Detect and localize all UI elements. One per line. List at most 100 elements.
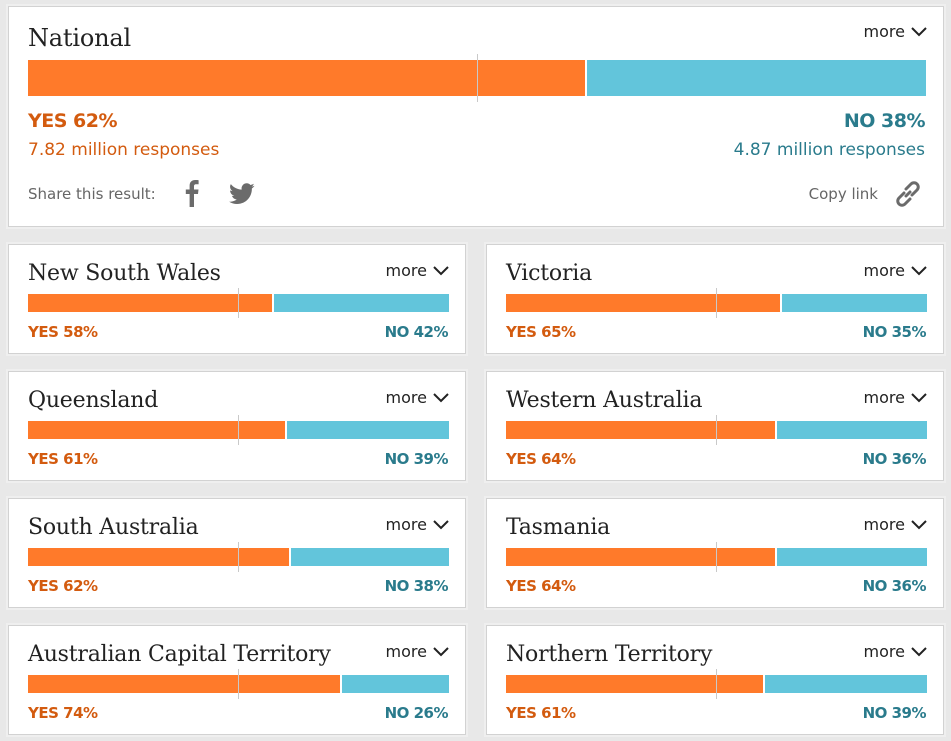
state-card: Queensland more YES 61% NO 39% xyxy=(8,371,466,481)
facebook-icon[interactable] xyxy=(185,179,199,207)
national-yes-responses: 7.82 million responses xyxy=(28,140,220,160)
state-no-segment xyxy=(289,548,449,566)
state-more-button[interactable]: more xyxy=(386,515,449,534)
state-no-segment xyxy=(775,548,927,566)
state-card: Australian Capital Territory more YES 74… xyxy=(8,625,466,735)
state-title: Western Australia xyxy=(506,388,703,413)
state-yes-label: YES 58% xyxy=(28,323,98,341)
state-more-button[interactable]: more xyxy=(386,642,449,661)
more-label: more xyxy=(863,642,905,661)
state-more-button[interactable]: more xyxy=(864,515,927,534)
majority-marker xyxy=(238,542,239,572)
more-label: more xyxy=(863,261,905,280)
state-no-label: NO 38% xyxy=(384,577,449,595)
state-title: Queensland xyxy=(28,388,159,413)
majority-marker xyxy=(716,415,717,445)
state-title: Tasmania xyxy=(506,515,611,540)
state-title: Australian Capital Territory xyxy=(28,642,331,667)
chevron-down-icon xyxy=(433,392,449,402)
national-yes-segment xyxy=(28,60,585,96)
state-title: Northern Territory xyxy=(506,642,713,667)
more-label: more xyxy=(863,22,905,41)
state-no-label: NO 35% xyxy=(862,323,927,341)
share-label: Share this result: xyxy=(28,185,156,203)
national-yes-label: YES 62% xyxy=(28,110,118,132)
state-yes-segment xyxy=(506,421,776,439)
state-title: Victoria xyxy=(506,261,593,286)
state-more-button[interactable]: more xyxy=(864,388,927,407)
state-card: New South Wales more YES 58% NO 42% xyxy=(8,244,466,354)
more-label: more xyxy=(385,515,427,534)
state-yes-segment xyxy=(28,675,340,693)
state-card: Tasmania more YES 64% NO 36% xyxy=(486,498,944,608)
national-card: National more YES 62% NO 38% 7.82 millio… xyxy=(8,6,944,227)
majority-marker xyxy=(716,669,717,699)
state-yes-label: YES 61% xyxy=(506,704,576,722)
state-yes-segment xyxy=(28,294,273,312)
state-yes-segment xyxy=(28,548,290,566)
chevron-down-icon xyxy=(433,519,449,529)
state-more-button[interactable]: more xyxy=(864,642,927,661)
state-title: New South Wales xyxy=(28,261,221,286)
state-no-segment xyxy=(779,294,927,312)
copy-link-button[interactable]: Copy link xyxy=(808,185,878,203)
state-card: Western Australia more YES 64% NO 36% xyxy=(486,371,944,481)
more-label: more xyxy=(385,261,427,280)
state-card: Northern Territory more YES 61% NO 39% xyxy=(486,625,944,735)
state-yes-segment xyxy=(506,294,780,312)
state-no-label: NO 39% xyxy=(862,704,927,722)
state-yes-segment xyxy=(28,421,285,439)
state-result-bar xyxy=(506,415,927,445)
national-no-responses: 4.87 million responses xyxy=(733,140,925,160)
more-label: more xyxy=(385,388,427,407)
chevron-down-icon xyxy=(911,392,927,402)
state-yes-segment xyxy=(506,675,763,693)
state-result-bar xyxy=(506,669,927,699)
chevron-down-icon xyxy=(911,519,927,529)
twitter-icon[interactable] xyxy=(229,183,255,205)
state-result-bar xyxy=(506,542,927,572)
majority-marker xyxy=(716,542,717,572)
state-yes-segment xyxy=(506,548,776,566)
national-no-label: NO 38% xyxy=(843,110,926,132)
link-icon[interactable] xyxy=(893,179,923,209)
state-more-button[interactable]: more xyxy=(386,261,449,280)
more-label: more xyxy=(863,515,905,534)
state-result-bar xyxy=(28,542,449,572)
state-yes-label: YES 61% xyxy=(28,450,98,468)
state-yes-label: YES 64% xyxy=(506,577,576,595)
majority-marker xyxy=(716,288,717,318)
majority-marker xyxy=(238,288,239,318)
state-card: Victoria more YES 65% NO 35% xyxy=(486,244,944,354)
state-yes-label: YES 74% xyxy=(28,704,98,722)
national-title: National xyxy=(28,24,131,52)
state-result-bar xyxy=(28,288,449,318)
state-no-segment xyxy=(339,675,449,693)
state-result-bar xyxy=(506,288,927,318)
state-no-label: NO 42% xyxy=(384,323,449,341)
state-no-label: NO 39% xyxy=(384,450,449,468)
national-result-bar xyxy=(28,54,926,102)
chevron-down-icon xyxy=(911,265,927,275)
state-no-segment xyxy=(775,421,927,439)
state-no-label: NO 26% xyxy=(384,704,449,722)
state-result-bar xyxy=(28,415,449,445)
state-no-segment xyxy=(284,421,449,439)
majority-marker xyxy=(238,415,239,445)
majority-marker xyxy=(238,669,239,699)
chevron-down-icon xyxy=(433,265,449,275)
state-more-button[interactable]: more xyxy=(864,261,927,280)
state-yes-label: YES 64% xyxy=(506,450,576,468)
state-no-label: NO 36% xyxy=(862,450,927,468)
state-more-button[interactable]: more xyxy=(386,388,449,407)
state-result-bar xyxy=(28,669,449,699)
chevron-down-icon xyxy=(911,26,927,36)
national-more-button[interactable]: more xyxy=(864,22,927,41)
majority-marker xyxy=(477,54,478,102)
state-yes-label: YES 65% xyxy=(506,323,576,341)
more-label: more xyxy=(385,642,427,661)
national-no-segment xyxy=(584,60,926,96)
state-no-segment xyxy=(762,675,927,693)
state-card: South Australia more YES 62% NO 38% xyxy=(8,498,466,608)
state-no-segment xyxy=(272,294,449,312)
